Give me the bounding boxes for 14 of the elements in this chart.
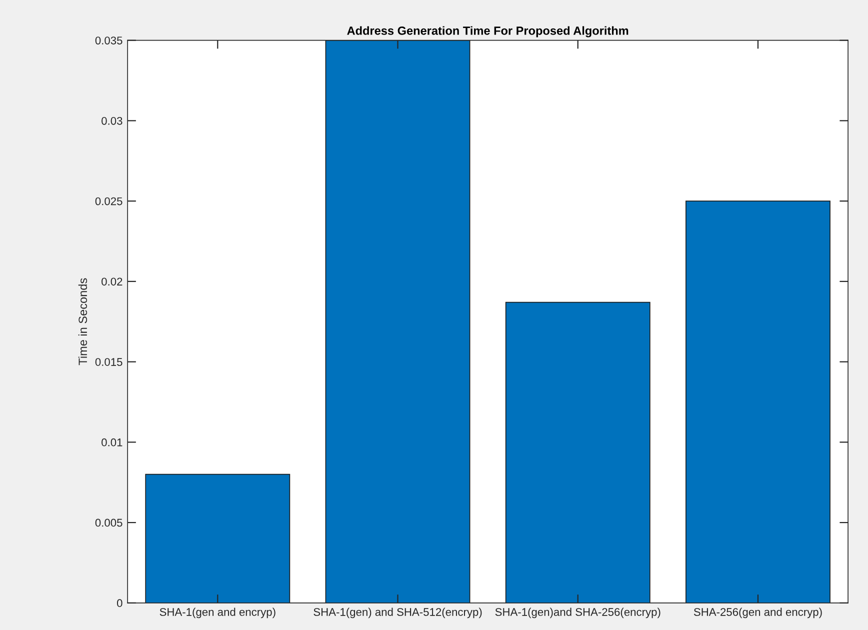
y-tick-label: 0.005 [95, 518, 122, 527]
x-tick-label: SHA-1(gen and encryp) [160, 608, 276, 618]
y-tick-label: 0.02 [102, 278, 122, 286]
y-tick-label: 0.015 [95, 358, 122, 366]
y-tick-label: 0.03 [102, 116, 122, 125]
x-tick-label: SHA-1(gen)and SHA-256(encryp) [495, 608, 660, 618]
chart-title: Address Generation Time For Proposed Algorithm [347, 26, 628, 38]
y-tick-label: 0.01 [102, 438, 122, 446]
y-axis-title: Time in Seconds [78, 278, 88, 366]
x-tick-label: SHA-1(gen) and SHA-512(encryp) [314, 608, 482, 618]
x-tick-label: SHA-256(gen and encryp) [694, 608, 822, 618]
y-tick-label: 0.025 [95, 197, 122, 206]
y-tick-label: 0 [116, 599, 122, 608]
y-tick-label: 0.035 [95, 36, 122, 44]
